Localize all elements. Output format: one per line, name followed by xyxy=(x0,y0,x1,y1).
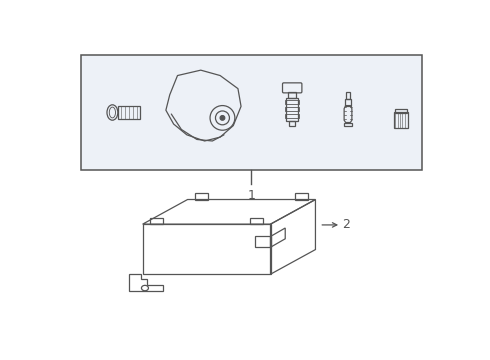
Bar xyxy=(394,112,408,128)
Bar xyxy=(118,106,140,119)
Bar xyxy=(289,121,295,126)
Bar xyxy=(288,92,296,98)
Circle shape xyxy=(220,116,225,120)
Bar xyxy=(346,92,349,99)
Bar xyxy=(81,55,421,170)
Bar xyxy=(344,122,352,126)
Bar xyxy=(345,99,351,105)
Bar xyxy=(286,98,298,121)
Bar xyxy=(255,237,270,247)
Bar xyxy=(285,100,299,104)
Text: 2: 2 xyxy=(343,219,350,231)
Text: 1: 1 xyxy=(247,189,255,202)
Bar xyxy=(285,114,299,118)
Bar xyxy=(285,107,299,111)
Bar xyxy=(394,109,407,113)
